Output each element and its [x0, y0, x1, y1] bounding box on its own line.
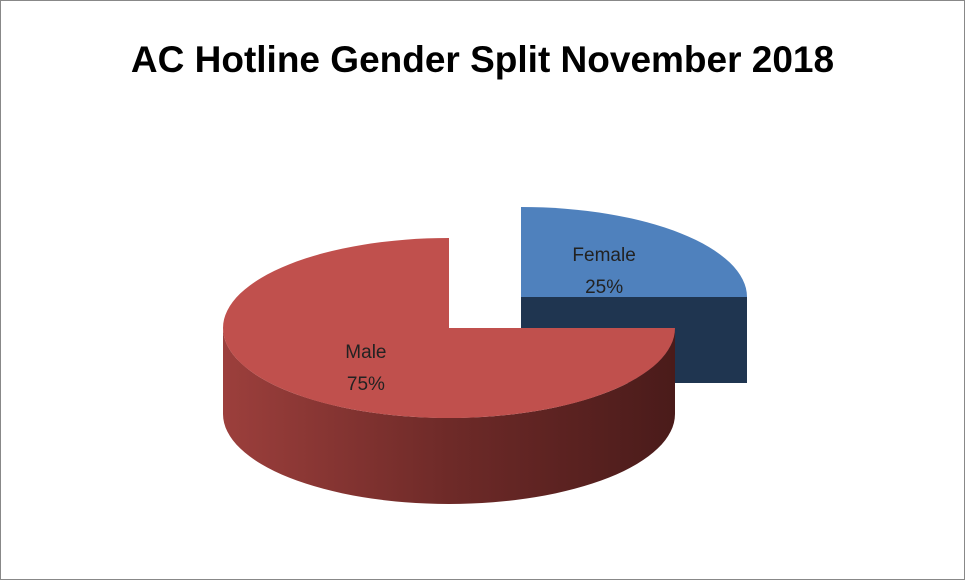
chart-title: AC Hotline Gender Split November 2018	[130, 39, 835, 80]
pie-slice	[223, 238, 675, 504]
data-label-value: 25%	[585, 277, 623, 298]
data-label-name: Female	[572, 245, 635, 266]
data-label-value: 75%	[347, 374, 385, 395]
data-label-name: Male	[345, 342, 386, 363]
slice-side	[223, 328, 675, 504]
slice-top	[521, 207, 747, 297]
slice-top	[223, 238, 675, 418]
